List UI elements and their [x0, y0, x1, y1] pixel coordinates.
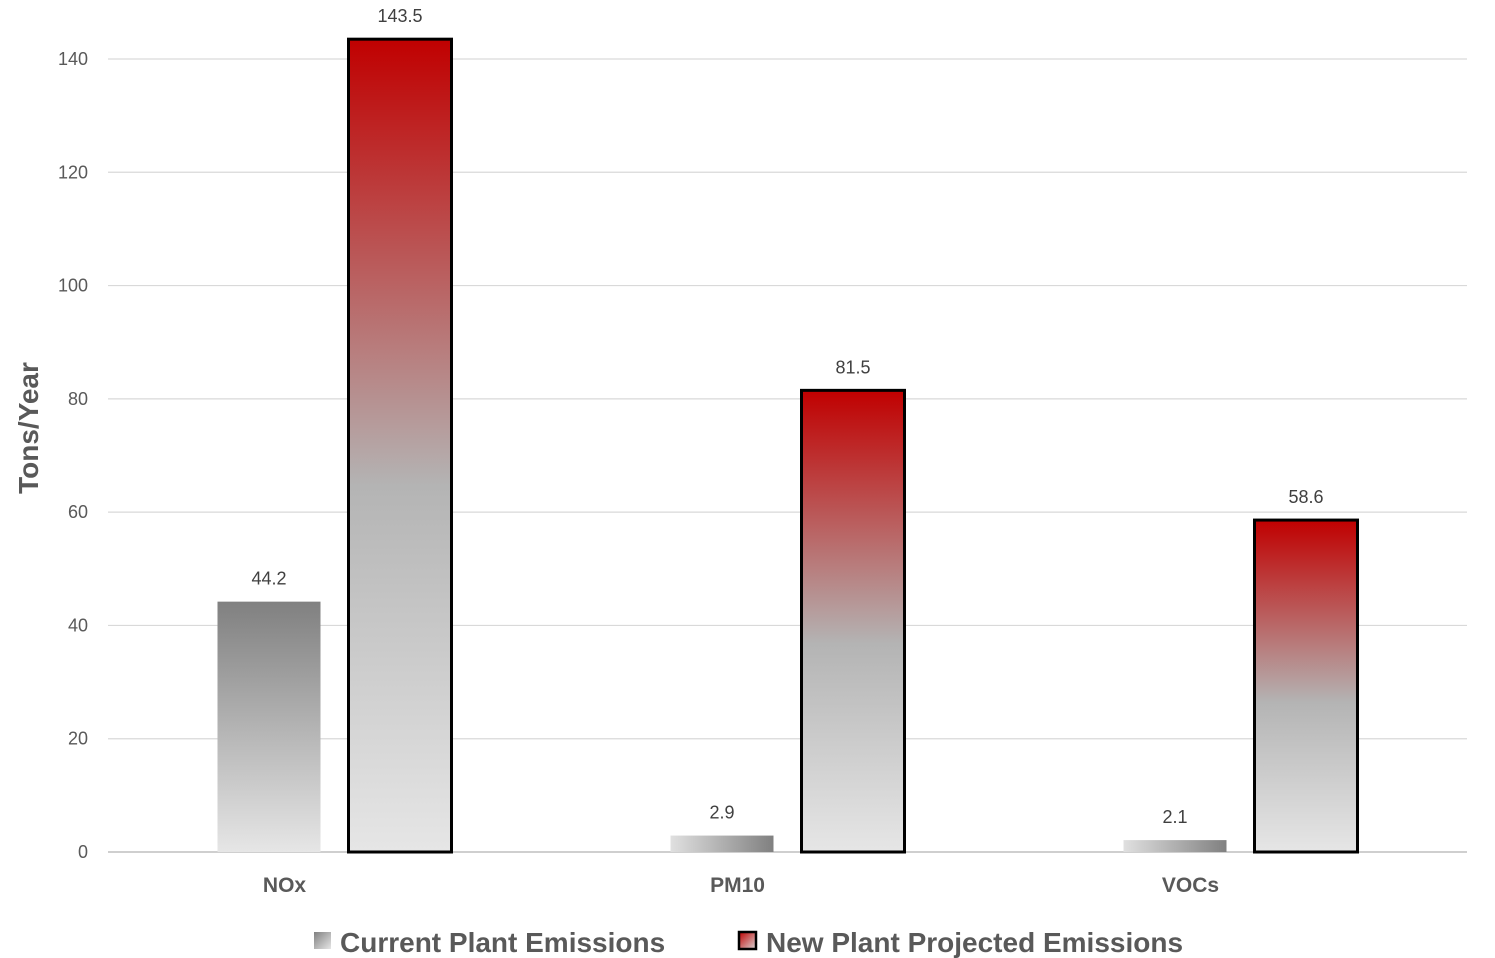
y-tick-label: 0 — [78, 842, 88, 862]
x-category-label: PM10 — [710, 874, 765, 897]
y-tick-label: 120 — [58, 162, 88, 182]
y-tick-label: 40 — [68, 615, 88, 635]
y-axis-ticks: 0 20 40 60 80 100 120 140 — [58, 49, 88, 862]
y-tick-label: 140 — [58, 49, 88, 69]
bar-new-PM10 — [800, 388, 906, 854]
legend-label-new: New Plant Projected Emissions — [766, 927, 1183, 958]
y-tick-label: 100 — [58, 276, 88, 296]
data-label-new-VOCs: 58.6 — [1288, 487, 1323, 507]
bars — [217, 37, 1359, 854]
bar-current-PM10 — [670, 835, 774, 852]
x-category-label: VOCs — [1162, 874, 1219, 897]
bar-current-VOCs — [1123, 840, 1227, 852]
x-axis-labels: NOx PM10 VOCs — [263, 874, 1219, 897]
bar-current-NOx — [217, 601, 321, 852]
data-label-current-PM10: 2.9 — [709, 803, 734, 823]
bar-new-NOx — [347, 37, 453, 854]
data-labels: 44.2 143.5 2.9 81.5 2.1 58.6 — [251, 6, 1323, 827]
y-tick-label: 80 — [68, 389, 88, 409]
bar-new-VOCs — [1253, 518, 1359, 854]
legend-label-current: Current Plant Emissions — [340, 927, 665, 958]
legend: Current Plant Emissions New Plant Projec… — [314, 927, 1183, 958]
data-label-new-PM10: 81.5 — [835, 357, 870, 377]
data-label-current-VOCs: 2.1 — [1162, 807, 1187, 827]
legend-swatch-new — [737, 930, 758, 951]
x-category-label: NOx — [263, 874, 307, 897]
data-label-new-NOx: 143.5 — [377, 6, 422, 26]
y-tick-label: 60 — [68, 502, 88, 522]
y-tick-label: 20 — [68, 729, 88, 749]
y-axis-title: Tons/Year — [13, 362, 44, 494]
gridlines — [108, 58, 1467, 853]
data-label-current-NOx: 44.2 — [251, 569, 286, 589]
legend-swatch-current — [314, 932, 331, 949]
